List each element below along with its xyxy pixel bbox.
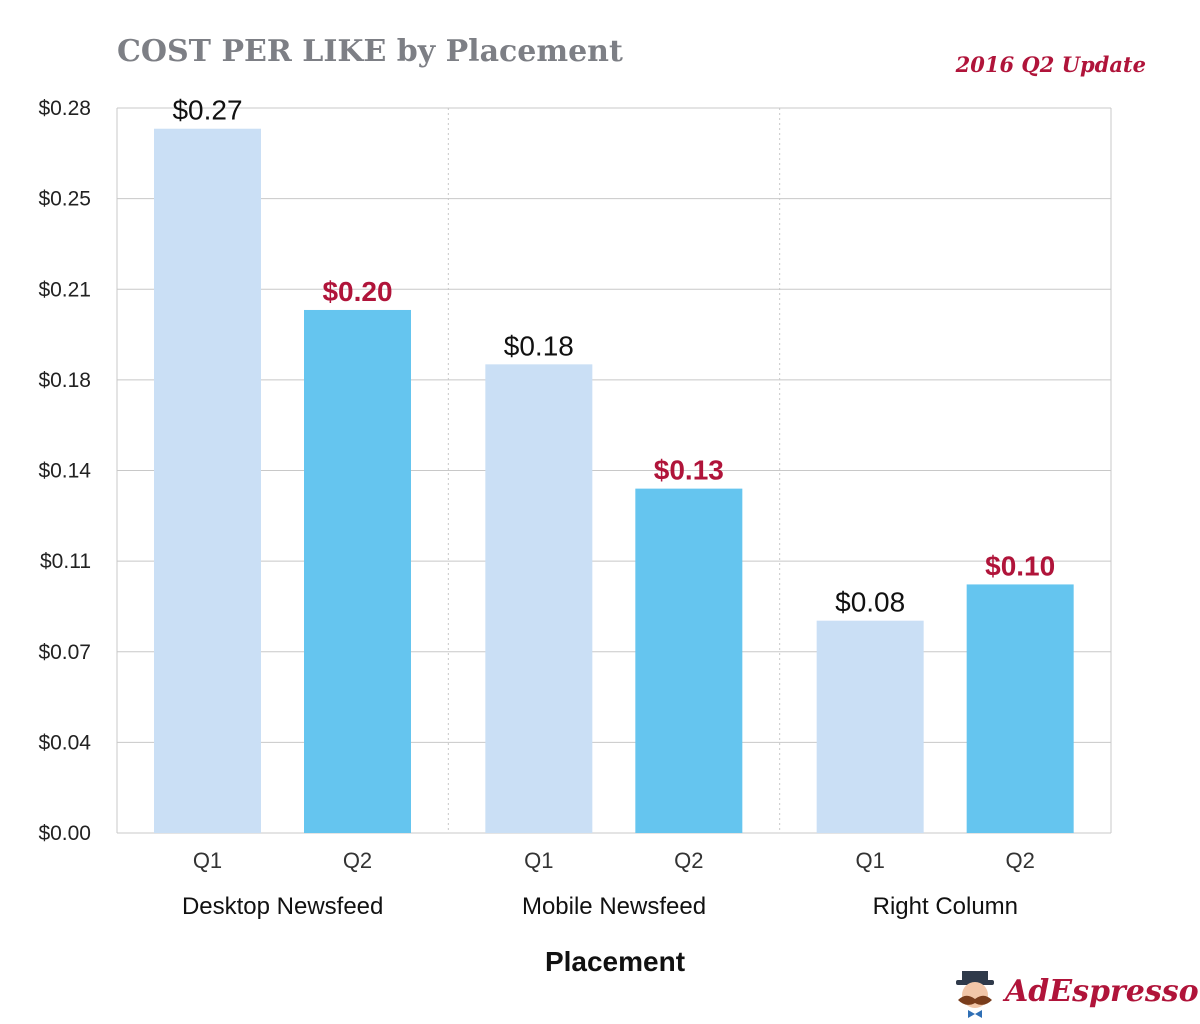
y-tick-label: $0.00 — [38, 822, 91, 845]
x-tick-label: Q2 — [1005, 848, 1034, 873]
bar-right-column-q2 — [966, 584, 1074, 833]
y-tick-label: $0.07 — [38, 641, 91, 664]
group-label: Desktop Newsfeed — [182, 893, 383, 920]
brand-name: AdEspresso — [1002, 974, 1199, 1009]
bar-right-column-q1 — [816, 620, 924, 833]
axis-ticks: $0.00 $0.04 $0.07 $0.11 $0.14 $0.18 $0.21 $0.25… — [38, 97, 1034, 920]
mustache-mascot-icon — [956, 971, 994, 1018]
group-label: Right Column — [873, 893, 1018, 920]
update-badge: 2016 Q2 Update — [955, 52, 1146, 77]
data-label: $0.27 — [172, 95, 242, 126]
y-tick-label: $0.21 — [38, 278, 91, 301]
data-label: $0.20 — [322, 276, 392, 307]
x-tick-label: Q2 — [674, 848, 703, 873]
y-tick-label: $0.25 — [38, 188, 91, 211]
y-tick-label: $0.18 — [38, 369, 91, 392]
x-tick-label: Q1 — [855, 848, 884, 873]
data-label: $0.10 — [985, 550, 1055, 581]
brand-logo[interactable]: AdEspresso — [956, 971, 1199, 1018]
bar-desktop-newsfeed-q2 — [304, 309, 411, 833]
bar-mobile-newsfeed-q2 — [635, 488, 743, 833]
bar-desktop-newsfeed-q1 — [154, 128, 261, 833]
x-tick-label: Q2 — [343, 848, 372, 873]
data-label: $0.18 — [504, 330, 574, 361]
y-tick-label: $0.14 — [38, 460, 91, 483]
x-tick-label: Q1 — [524, 848, 553, 873]
chart-title: COST PER LIKE by Placement — [117, 34, 623, 69]
data-labels: $0.27 $0.20 $0.18 $0.13 $0.08 $0.10 — [172, 95, 1055, 618]
bar-mobile-newsfeed-q1 — [485, 364, 593, 833]
data-label: $0.13 — [654, 455, 724, 486]
y-tick-label: $0.28 — [38, 97, 91, 120]
grid — [116, 107, 1112, 834]
x-tick-label: Q1 — [193, 848, 222, 873]
data-label: $0.08 — [835, 587, 905, 618]
x-axis-label: Placement — [545, 946, 685, 977]
group-label: Mobile Newsfeed — [522, 893, 706, 920]
y-tick-label: $0.04 — [38, 731, 91, 754]
y-tick-label: $0.11 — [40, 550, 91, 573]
bars — [154, 128, 1074, 833]
